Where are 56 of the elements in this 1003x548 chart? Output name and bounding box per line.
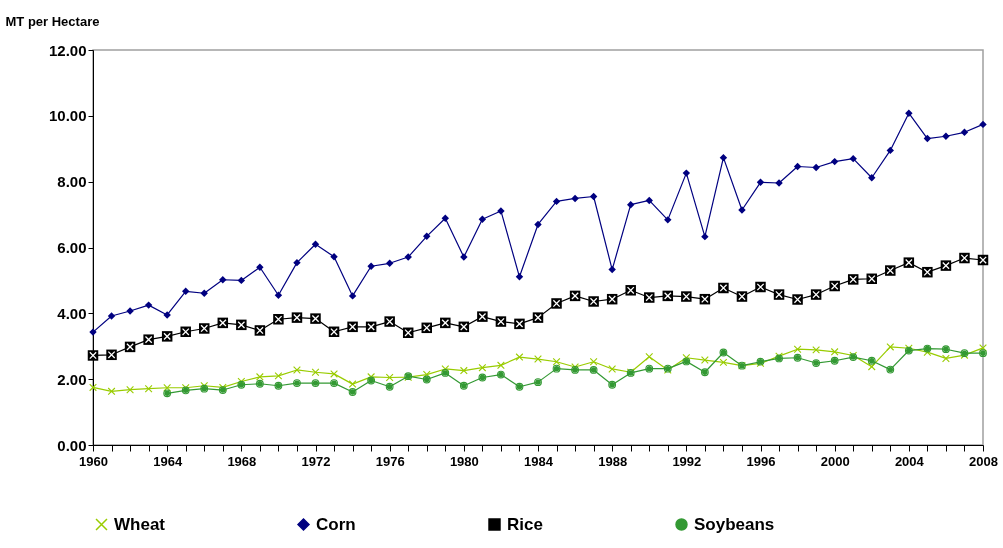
point bbox=[385, 373, 394, 382]
x-tick-label: 1968 bbox=[227, 453, 257, 469]
legend-label: Corn bbox=[316, 514, 356, 534]
point bbox=[89, 383, 97, 392]
y-tick-label: 6.00 bbox=[57, 239, 87, 256]
legend-label: Soybeans bbox=[694, 514, 775, 534]
point bbox=[608, 365, 617, 373]
y-tick-label: 12.00 bbox=[48, 41, 87, 59]
y-axis-title: MT per Hectare bbox=[5, 13, 100, 29]
x-tick-label: 2008 bbox=[969, 453, 998, 469]
point bbox=[830, 347, 839, 356]
point bbox=[107, 387, 116, 396]
x-tick-label: 2004 bbox=[894, 453, 925, 469]
point bbox=[700, 356, 709, 364]
point bbox=[255, 372, 264, 381]
point bbox=[515, 353, 524, 362]
point bbox=[719, 358, 728, 367]
point bbox=[478, 363, 487, 372]
point bbox=[534, 355, 542, 363]
point bbox=[311, 368, 320, 377]
x-tick-label: 2000 bbox=[820, 453, 850, 469]
point bbox=[348, 380, 357, 389]
legend-label: Wheat bbox=[114, 514, 166, 534]
point bbox=[552, 357, 561, 366]
point bbox=[293, 366, 301, 374]
x-tick-label: 1992 bbox=[672, 453, 702, 469]
point bbox=[330, 370, 338, 378]
x-tick-label: 1980 bbox=[449, 453, 479, 469]
y-tick-label: 0.00 bbox=[57, 436, 87, 454]
x-tick-label: 1976 bbox=[375, 453, 405, 469]
point bbox=[867, 362, 876, 371]
point bbox=[793, 345, 802, 354]
point bbox=[163, 383, 172, 392]
point bbox=[979, 343, 987, 352]
x-tick-label: 1988 bbox=[598, 453, 628, 469]
point bbox=[645, 352, 654, 361]
y-tick-label: 10.00 bbox=[48, 107, 87, 125]
point bbox=[886, 343, 895, 351]
y-tick-label: 8.00 bbox=[57, 173, 87, 191]
point bbox=[589, 357, 598, 366]
x-tick-label: 1964 bbox=[153, 453, 183, 469]
x-tick-label: 1984 bbox=[524, 453, 554, 469]
point bbox=[942, 354, 950, 363]
point bbox=[812, 345, 821, 354]
point bbox=[126, 385, 134, 394]
point bbox=[274, 371, 283, 380]
point bbox=[497, 361, 505, 370]
x-tick-label: 1960 bbox=[79, 453, 108, 469]
y-tick-label: 4.00 bbox=[57, 304, 87, 322]
legend-label: Rice bbox=[507, 514, 543, 534]
point bbox=[422, 370, 431, 379]
point bbox=[144, 384, 153, 393]
y-tick-label: 2.00 bbox=[57, 370, 87, 388]
x-tick-label: 1972 bbox=[301, 453, 331, 469]
x-tick-label: 1996 bbox=[746, 453, 776, 469]
point bbox=[459, 366, 468, 375]
